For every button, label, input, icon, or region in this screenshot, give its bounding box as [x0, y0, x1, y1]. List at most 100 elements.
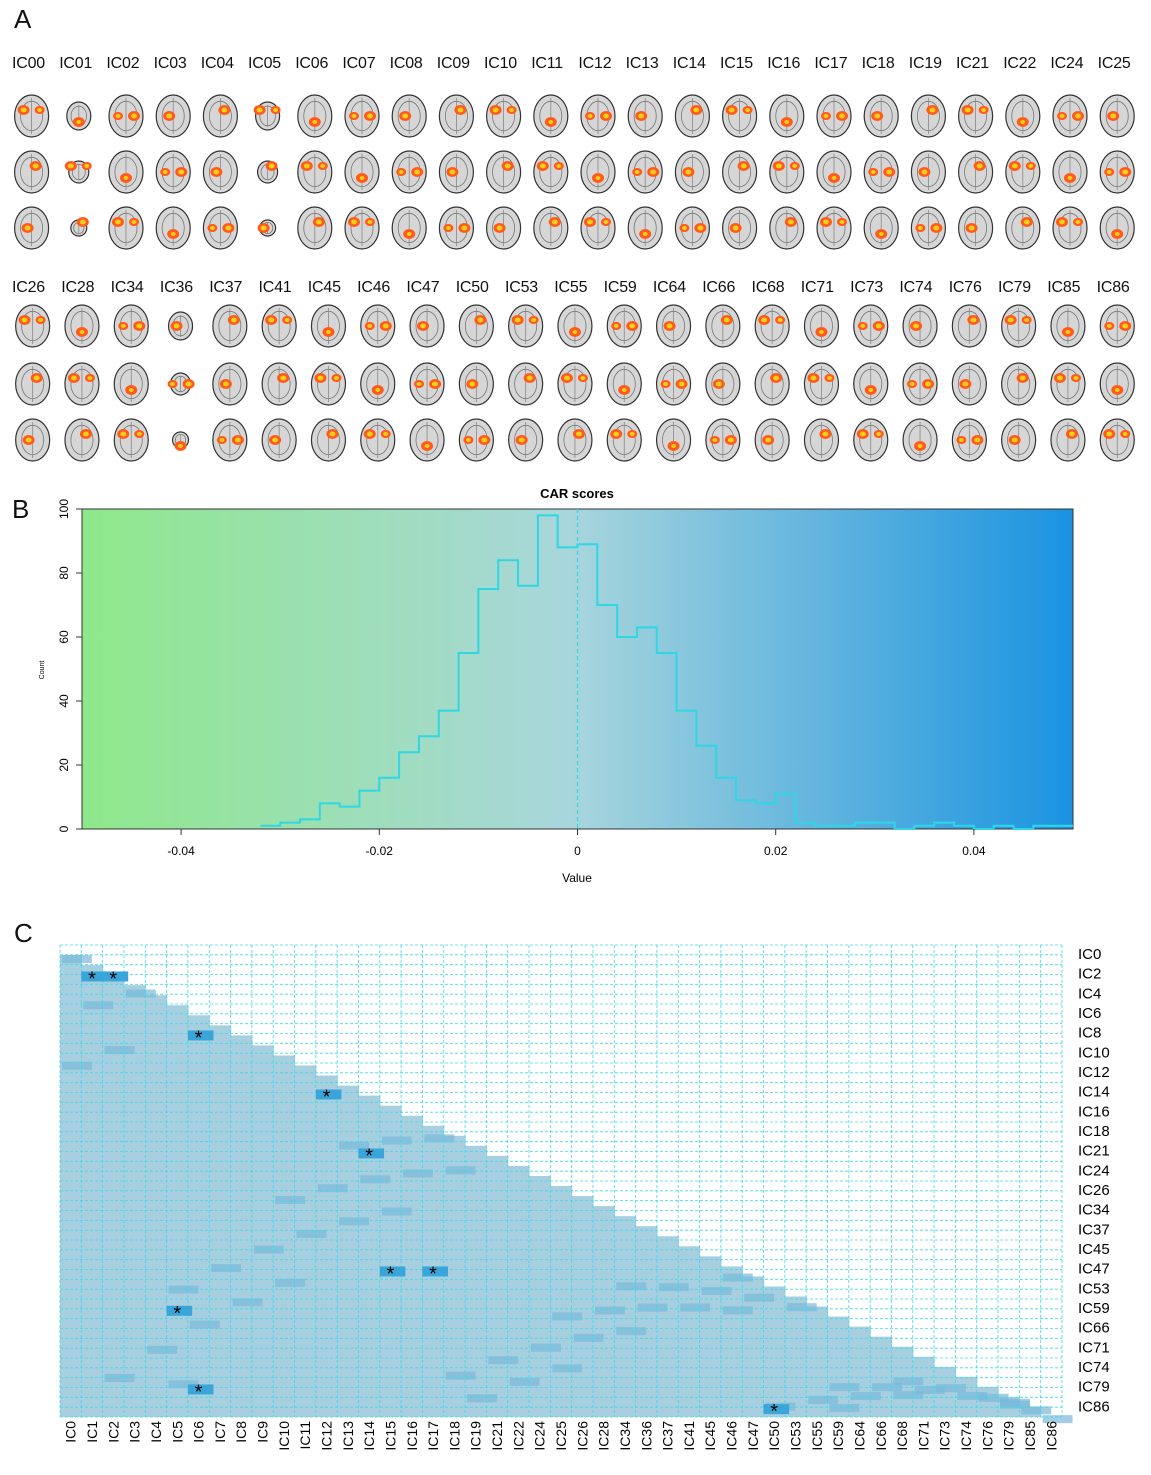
brain-slice: [438, 94, 474, 138]
heatmap-cell: [763, 1286, 786, 1417]
brain-slice: [754, 418, 790, 462]
brain-slice: [14, 206, 50, 250]
brain-slice: [863, 94, 899, 138]
ic-label: IC73: [850, 279, 884, 296]
heatmap-row-label: IC16: [1078, 1103, 1110, 1120]
brain-slice: [360, 418, 396, 462]
ic-label: IC12: [578, 55, 612, 72]
brain-slice: [803, 418, 840, 462]
heatmap-cell: [83, 1001, 114, 1010]
ic-label: IC41: [258, 279, 292, 296]
heatmap-col-label: IC15: [382, 1421, 398, 1451]
heatmap-col-label: IC4: [148, 1421, 164, 1443]
brain-slice: [155, 206, 191, 250]
x-tick-label: 0.02: [764, 844, 788, 858]
significance-star: *: [173, 1303, 181, 1325]
ic-label: IC71: [800, 279, 834, 296]
heatmap-cell: [616, 1327, 647, 1336]
heatmap-row-label: IC66: [1078, 1320, 1110, 1337]
brain-slice: [409, 304, 445, 348]
brain-slice: [113, 304, 149, 348]
brain-slice: [113, 362, 149, 406]
heatmap-row-label: IC59: [1078, 1300, 1110, 1317]
brain-slice: [655, 418, 692, 462]
brain-slice: [1099, 206, 1135, 250]
heatmap-col-label: IC0: [63, 1421, 79, 1443]
ic-label: IC55: [554, 279, 588, 296]
ic-label: IC47: [406, 279, 440, 296]
heatmap-cell: [722, 1273, 753, 1282]
ic-label: IC34: [110, 279, 144, 296]
significant-cell: [187, 1030, 214, 1041]
heatmap-cell: [147, 1345, 178, 1354]
ic-label: IC03: [153, 55, 187, 72]
heatmap-row-label: IC71: [1078, 1339, 1110, 1356]
heatmap-cell: [1042, 1415, 1073, 1424]
x-tick-label: -0.02: [366, 844, 394, 858]
heatmap-cell: [381, 1207, 412, 1216]
brain-slice: [1050, 304, 1086, 348]
brain-slice: [863, 206, 899, 250]
heatmap-cell: [62, 1061, 92, 1070]
heatmap-cell: [573, 1333, 604, 1342]
brain-slice: [655, 304, 692, 348]
ic-label: IC02: [106, 55, 140, 72]
histogram-step-line: [260, 514, 1073, 830]
heatmap-col-label: IC2: [105, 1421, 121, 1443]
heatmap-cell: [893, 1377, 924, 1386]
brain-slice: [951, 418, 987, 462]
brain-slice: [705, 362, 741, 406]
ic-label: IC19: [908, 55, 942, 72]
heatmap-col-label: IC47: [745, 1421, 761, 1451]
ic-label: IC64: [652, 279, 686, 296]
heatmap-cell: [275, 1278, 306, 1287]
brain-slice: [167, 311, 194, 341]
heatmap-cell: [465, 1145, 487, 1417]
x-axis-label: Value: [562, 871, 592, 885]
ic-label: IC37: [209, 279, 243, 296]
brain-slice: [508, 418, 544, 462]
heatmap-cell: [1021, 1406, 1052, 1415]
heatmap-col-label: IC22: [510, 1421, 526, 1451]
heatmap-cell: [550, 1186, 573, 1417]
brain-slice: [816, 94, 852, 138]
brain-slice: [1050, 362, 1086, 406]
ic-label: IC00: [12, 55, 45, 72]
brain-slice: [655, 362, 692, 406]
heatmap-cell: [616, 1282, 647, 1291]
ic-label: IC08: [389, 55, 423, 72]
heatmap-col-label: IC24: [532, 1421, 548, 1451]
brain-slice: [14, 94, 50, 138]
heatmap-cell: [848, 1326, 871, 1417]
heatmap-col-label: IC8: [233, 1421, 249, 1443]
brain-slice: [409, 362, 445, 406]
brain-slice: [816, 206, 852, 250]
heatmap-cell: [166, 1005, 189, 1417]
heatmap-strong-cells: [62, 955, 1073, 1424]
brain-map-grid-1: [14, 94, 1135, 250]
brain-slice: [863, 150, 899, 194]
heatmap-cell: [104, 1373, 135, 1382]
brain-slice: [606, 418, 642, 462]
ic-label: IC11: [531, 55, 563, 72]
ic-label: IC68: [751, 279, 785, 296]
brain-slice: [486, 206, 522, 250]
heatmap-cell: [360, 1175, 391, 1184]
ic-label: IC21: [956, 55, 989, 72]
y-tick-label: 80: [57, 566, 71, 580]
y-tick-label: 0: [57, 825, 71, 832]
brain-slice: [951, 362, 987, 406]
heatmap-col-label: IC6: [191, 1421, 207, 1443]
heatmap-cell: [808, 1395, 839, 1404]
heatmap-col-label: IC10: [276, 1421, 292, 1451]
brain-slice: [257, 219, 277, 237]
brain-slice: [344, 94, 380, 138]
heatmap-cell: [656, 1236, 679, 1417]
brain-slice: [202, 206, 238, 250]
heatmap-col-label: IC41: [681, 1421, 697, 1451]
heatmap-cell: [273, 1055, 296, 1417]
brain-slice: [310, 418, 347, 462]
significant-cell: [422, 1266, 449, 1277]
heatmap-cell: [594, 1306, 625, 1315]
heatmap-col-label: IC13: [340, 1421, 356, 1451]
